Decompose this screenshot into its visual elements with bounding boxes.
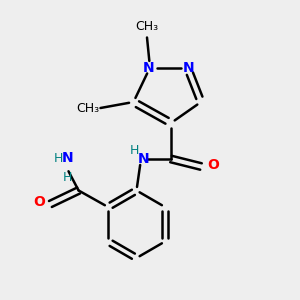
Text: H: H [130,144,140,157]
Text: N: N [143,61,154,74]
Text: H: H [63,171,72,184]
Text: N: N [138,152,150,166]
Text: CH₃: CH₃ [76,101,99,115]
Text: O: O [33,196,45,209]
Text: O: O [207,158,219,172]
Text: N: N [183,61,195,74]
Text: H: H [54,152,63,165]
Text: N: N [62,151,73,165]
Text: CH₃: CH₃ [135,20,159,33]
